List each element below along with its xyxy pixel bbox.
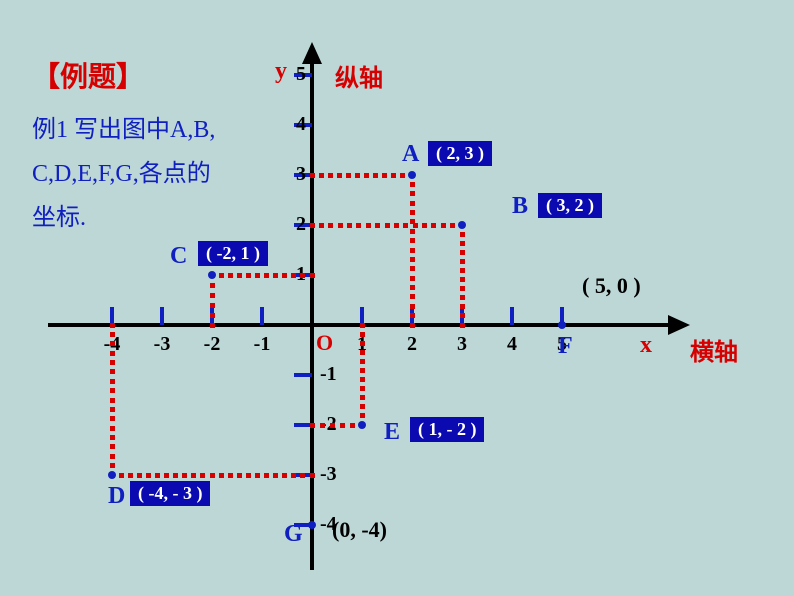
point-label-B: B: [512, 193, 528, 220]
origin-label: O: [316, 330, 333, 356]
point-A: [408, 171, 416, 179]
x-tick-label: -1: [247, 333, 277, 356]
point-G: [308, 521, 316, 529]
y-tick-label: 5: [280, 63, 306, 86]
point-B: [458, 221, 466, 229]
point-label-A: A: [402, 141, 419, 168]
coord-box-C: ( -2, 1 ): [198, 241, 268, 266]
y-tick-label: 3: [280, 163, 306, 186]
y-tick-label: -3: [320, 463, 350, 486]
x-tick-label: -3: [147, 333, 177, 356]
coord-box-A: ( 2, 3 ): [428, 141, 492, 166]
x-tick-label: 2: [397, 333, 427, 356]
coord-text-F: ( 5, 0 ): [582, 273, 641, 299]
coord-box-B: ( 3, 2 ): [538, 193, 602, 218]
coord-box-E: ( 1, - 2 ): [410, 417, 484, 442]
x-axis-text: 横轴: [690, 332, 738, 367]
title: 【例题】: [32, 55, 144, 95]
problem-line-2: C,D,E,F,G,各点的: [32, 152, 272, 196]
coord-box-D: ( -4, - 3 ): [130, 481, 210, 506]
problem-text: 例1 写出图中A,B, C,D,E,F,G,各点的 坐标.: [32, 108, 272, 240]
point-label-F: F: [558, 333, 573, 360]
y-tick-label: -1: [320, 363, 350, 386]
coord-text-G: (0, -4): [332, 517, 387, 543]
y-axis-line: [310, 62, 314, 570]
x-tick: [510, 307, 514, 325]
x-tick-label: -2: [197, 333, 227, 356]
point-label-C: C: [170, 243, 187, 270]
point-E: [358, 421, 366, 429]
point-F: [558, 321, 566, 329]
y-tick-label: -2: [320, 413, 350, 436]
problem-line-3: 坐标.: [32, 196, 272, 240]
y-tick-label: 4: [280, 113, 306, 136]
point-label-E: E: [384, 419, 400, 446]
y-tick-label: 2: [280, 213, 306, 236]
problem-line-1: 例1 写出图中A,B,: [32, 108, 272, 152]
y-axis-arrowhead: [302, 42, 322, 64]
x-tick-label: 3: [447, 333, 477, 356]
y-tick: [294, 373, 312, 377]
point-label-G: G: [284, 521, 303, 548]
x-axis-letter: x: [640, 332, 652, 359]
point-C: [208, 271, 216, 279]
point-D: [108, 471, 116, 479]
x-tick: [160, 307, 164, 325]
point-label-D: D: [108, 483, 125, 510]
coordinate-plane-slide: 【例题】 例1 写出图中A,B, C,D,E,F,G,各点的 坐标. y 纵轴 …: [0, 0, 794, 596]
x-axis-arrowhead: [668, 315, 690, 335]
x-tick-label: 4: [497, 333, 527, 356]
y-axis-text: 纵轴: [335, 58, 383, 93]
x-tick: [260, 307, 264, 325]
